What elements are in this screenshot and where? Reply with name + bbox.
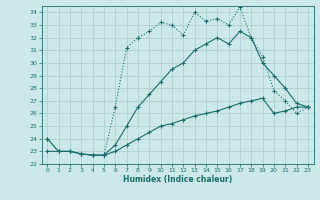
X-axis label: Humidex (Indice chaleur): Humidex (Indice chaleur) [123,175,232,184]
